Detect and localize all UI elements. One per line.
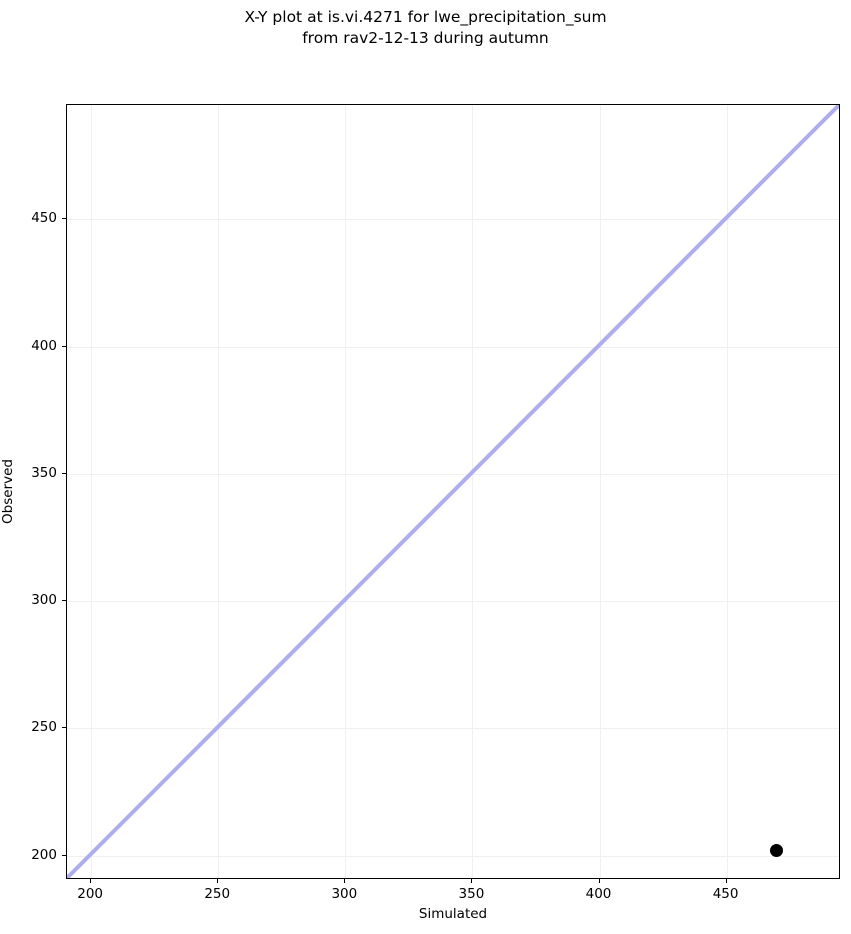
y-tick-mark-450 xyxy=(62,218,66,220)
y-tick-mark-400 xyxy=(62,345,66,347)
x-tick-mark-200 xyxy=(90,879,92,883)
gridline-x-300 xyxy=(345,105,347,878)
gridline-y-200 xyxy=(67,855,839,857)
y-tick-label-300: 300 xyxy=(31,592,57,609)
y-tick-label-450: 450 xyxy=(31,210,57,227)
x-tick-mark-300 xyxy=(344,879,346,883)
y-tick-mark-200 xyxy=(62,854,66,856)
y-tick-label-350: 350 xyxy=(31,464,57,481)
data-point xyxy=(770,843,784,857)
gridline-y-300 xyxy=(67,601,839,603)
x-tick-mark-450 xyxy=(725,879,727,883)
x-tick-label-250: 250 xyxy=(204,886,231,902)
gridline-y-350 xyxy=(67,473,839,475)
one-to-one-reference-line xyxy=(67,105,839,878)
y-tick-label-250: 250 xyxy=(31,719,57,736)
gridline-x-400 xyxy=(599,105,601,878)
chart-title: X-Y plot at is.vi.4271 for lwe_precipita… xyxy=(244,8,607,47)
x-tick-mark-400 xyxy=(598,879,600,883)
y-tick-mark-250 xyxy=(62,727,66,729)
y-tick-label-400: 400 xyxy=(31,337,57,354)
gridline-x-200 xyxy=(91,105,93,878)
y-axis-label: Observed xyxy=(0,459,16,524)
x-axis-label: Simulated xyxy=(418,906,488,922)
x-tick-label-350: 350 xyxy=(458,886,485,902)
gridline-y-450 xyxy=(67,219,839,221)
x-tick-label-200: 200 xyxy=(77,886,104,902)
gridline-x-350 xyxy=(472,105,474,878)
gridline-y-400 xyxy=(67,346,839,348)
x-tick-mark-250 xyxy=(217,879,219,883)
x-tick-mark-350 xyxy=(471,879,473,883)
x-tick-label-450: 450 xyxy=(712,886,739,902)
plot-area xyxy=(66,104,840,879)
y-tick-mark-350 xyxy=(62,472,66,474)
y-tick-mark-300 xyxy=(62,600,66,602)
x-tick-label-300: 300 xyxy=(331,886,358,902)
y-tick-label-200: 200 xyxy=(31,846,57,863)
gridline-x-450 xyxy=(726,105,728,878)
x-tick-label-400: 400 xyxy=(585,886,612,902)
gridline-y-250 xyxy=(67,728,839,730)
gridline-x-250 xyxy=(218,105,220,878)
